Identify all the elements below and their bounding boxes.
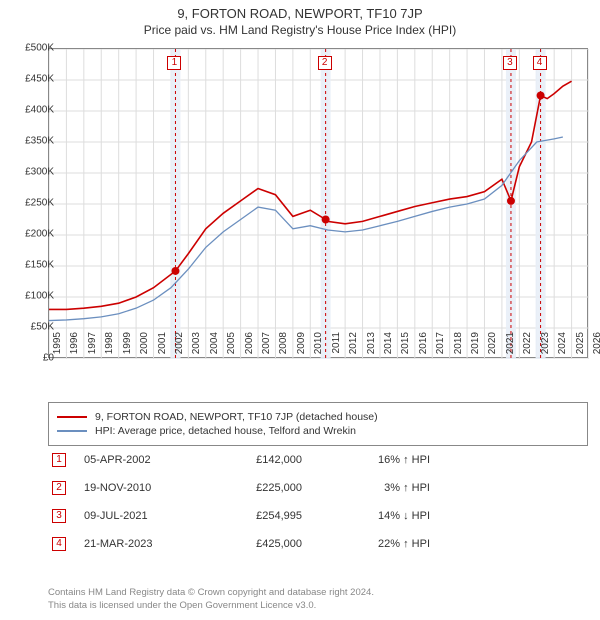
legend-label: 9, FORTON ROAD, NEWPORT, TF10 7JP (detac…	[95, 411, 378, 423]
x-axis-label: 2024	[557, 332, 568, 362]
x-axis-label: 1999	[122, 332, 133, 362]
legend-swatch	[57, 416, 87, 418]
footer-line: This data is licensed under the Open Gov…	[48, 600, 588, 612]
x-axis-label: 2011	[331, 332, 342, 362]
x-axis-label: 2007	[261, 332, 272, 362]
transaction-price: £425,000	[212, 538, 302, 550]
x-axis-label: 2016	[418, 332, 429, 362]
x-axis-label: 2022	[522, 332, 533, 362]
sale-marker: 4	[52, 537, 66, 551]
x-axis-label: 1995	[52, 332, 63, 362]
x-axis-label: 2015	[400, 332, 411, 362]
x-axis-label: 2002	[174, 332, 185, 362]
x-axis-label: 2021	[505, 332, 516, 362]
y-axis-label: £500K	[25, 43, 54, 54]
sale-marker: 4	[533, 56, 547, 70]
transaction-date: 05-APR-2002	[84, 454, 194, 466]
x-axis-label: 2004	[209, 332, 220, 362]
transactions-table: 1 05-APR-2002 £142,000 16% ↑ HPI 2 19-NOV-201…	[48, 446, 588, 558]
x-axis-label: 2006	[244, 332, 255, 362]
sale-marker: 3	[52, 509, 66, 523]
x-axis-label: 2003	[191, 332, 202, 362]
legend-item: HPI: Average price, detached house, Telf…	[57, 425, 579, 437]
y-axis-label: £350K	[25, 136, 54, 147]
x-axis-label: 2000	[139, 332, 150, 362]
transaction-price: £142,000	[212, 454, 302, 466]
x-axis-label: 1998	[104, 332, 115, 362]
transaction-row: 2 19-NOV-2010 £225,000 3% ↑ HPI	[48, 474, 588, 502]
x-axis-label: 2001	[157, 332, 168, 362]
sale-marker: 3	[503, 56, 517, 70]
x-axis-label: 2020	[487, 332, 498, 362]
x-axis-label: 1997	[87, 332, 98, 362]
sale-marker: 1	[167, 56, 181, 70]
x-axis-label: 2018	[453, 332, 464, 362]
transaction-row: 1 05-APR-2002 £142,000 16% ↑ HPI	[48, 446, 588, 474]
x-axis-label: 2014	[383, 332, 394, 362]
transaction-price: £225,000	[212, 482, 302, 494]
chart-svg	[49, 49, 589, 359]
legend-swatch	[57, 430, 87, 432]
x-axis-label: 2019	[470, 332, 481, 362]
sale-marker: 1	[52, 453, 66, 467]
y-axis-label: £300K	[25, 167, 54, 178]
x-axis-label: 2023	[540, 332, 551, 362]
x-axis-label: 2010	[313, 332, 324, 362]
transaction-date: 19-NOV-2010	[84, 482, 194, 494]
transaction-date: 09-JUL-2021	[84, 510, 194, 522]
x-axis-label: 2025	[575, 332, 586, 362]
transaction-hpi-delta: 22% ↑ HPI	[320, 538, 430, 550]
x-axis-label: 2012	[348, 332, 359, 362]
legend-item: 9, FORTON ROAD, NEWPORT, TF10 7JP (detac…	[57, 411, 579, 423]
y-axis-label: £50K	[31, 322, 54, 333]
y-axis-label: £400K	[25, 105, 54, 116]
transaction-row: 3 09-JUL-2021 £254,995 14% ↓ HPI	[48, 502, 588, 530]
chart-legend: 9, FORTON ROAD, NEWPORT, TF10 7JP (detac…	[48, 402, 588, 446]
x-axis-label: 1996	[69, 332, 80, 362]
y-axis-label: £250K	[25, 198, 54, 209]
price-chart	[48, 48, 588, 358]
transaction-hpi-delta: 16% ↑ HPI	[320, 454, 430, 466]
transaction-date: 21-MAR-2023	[84, 538, 194, 550]
x-axis-label: 2013	[366, 332, 377, 362]
footer-attribution: Contains HM Land Registry data © Crown c…	[48, 587, 588, 612]
x-axis-label: 2005	[226, 332, 237, 362]
legend-label: HPI: Average price, detached house, Telf…	[95, 425, 356, 437]
x-axis-label: 2008	[278, 332, 289, 362]
sale-marker: 2	[52, 481, 66, 495]
transaction-hpi-delta: 3% ↑ HPI	[320, 482, 430, 494]
y-axis-label: £150K	[25, 260, 54, 271]
page-title: 9, FORTON ROAD, NEWPORT, TF10 7JP	[0, 0, 600, 21]
y-axis-label: £200K	[25, 229, 54, 240]
sale-marker: 2	[318, 56, 332, 70]
transaction-price: £254,995	[212, 510, 302, 522]
x-axis-label: 2009	[296, 332, 307, 362]
y-axis-label: £100K	[25, 291, 54, 302]
transaction-hpi-delta: 14% ↓ HPI	[320, 510, 430, 522]
footer-line: Contains HM Land Registry data © Crown c…	[48, 587, 588, 599]
x-axis-label: 2026	[592, 332, 600, 362]
transaction-row: 4 21-MAR-2023 £425,000 22% ↑ HPI	[48, 530, 588, 558]
x-axis-label: 2017	[435, 332, 446, 362]
page-subtitle: Price paid vs. HM Land Registry's House …	[0, 21, 600, 41]
y-axis-label: £450K	[25, 74, 54, 85]
